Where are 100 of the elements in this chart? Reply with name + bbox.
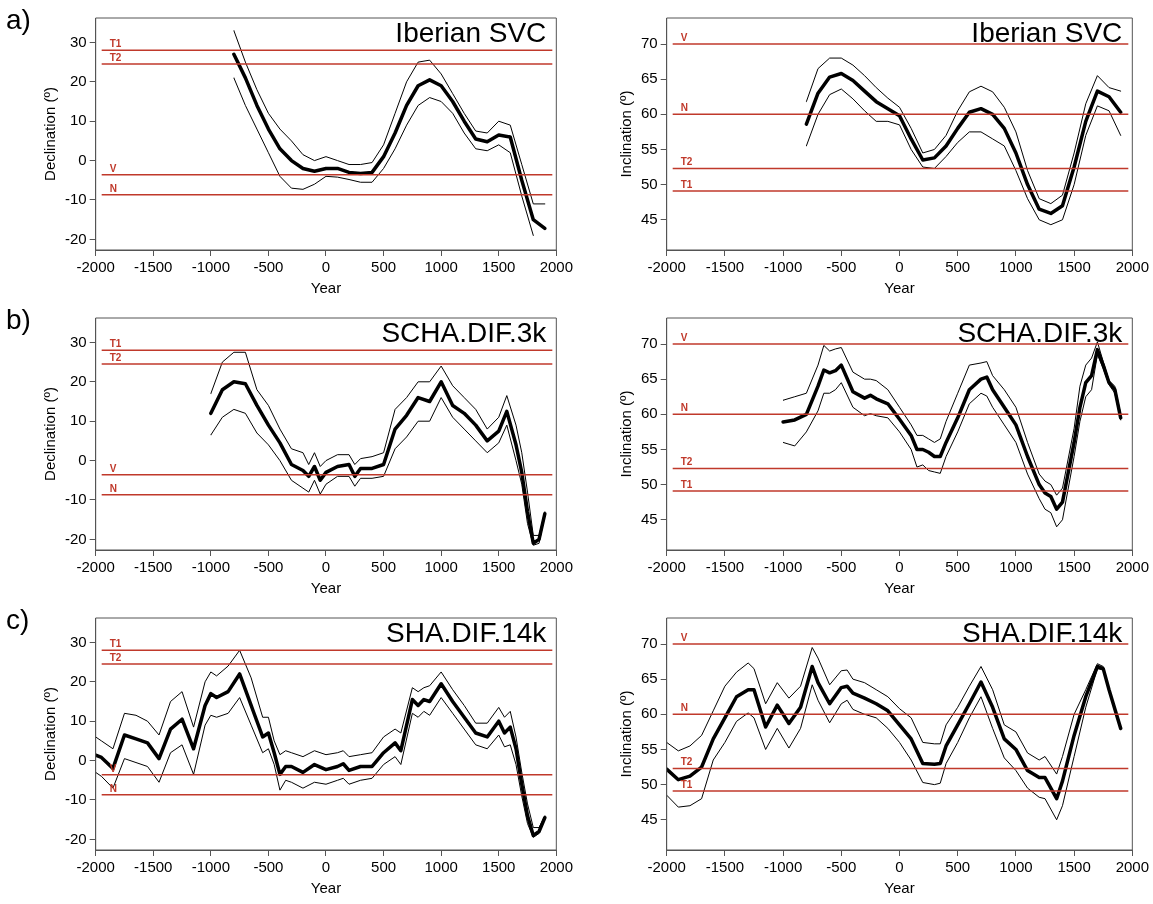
chart-title: Iberian SVC — [971, 16, 1123, 48]
y-axis-title: Declination (º) — [41, 687, 59, 781]
ref-line-label: T1 — [680, 478, 693, 490]
y-axis-title: Declination (º) — [41, 387, 59, 481]
x-tick-label: 1000 — [999, 258, 1033, 276]
chart-title: SCHA.DIF.3k — [957, 316, 1124, 348]
x-tick-label: 1000 — [999, 858, 1033, 876]
y-tick-label: 0 — [78, 750, 87, 768]
y-tick-label: 55 — [641, 139, 658, 157]
ref-line-label: T1 — [680, 178, 693, 190]
x-tick-label: 1000 — [424, 258, 458, 276]
x-tick-label: 1500 — [482, 258, 516, 276]
y-tick-label: 20 — [69, 671, 87, 689]
ref-line-label: N — [680, 102, 688, 114]
x-tick-label: 0 — [321, 858, 331, 876]
x-tick-label: 0 — [895, 258, 904, 276]
y-tick-label: 10 — [69, 411, 87, 429]
x-tick-label: -1000 — [763, 558, 803, 576]
x-tick-label: 2000 — [539, 558, 573, 576]
y-tick-label: 60 — [641, 704, 658, 722]
x-tick-label: 2000 — [1115, 858, 1149, 876]
x-tick-label: -500 — [253, 258, 284, 276]
x-axis-title: Year — [884, 579, 915, 597]
y-tick-label: 50 — [641, 474, 658, 492]
y-tick-label: 45 — [641, 509, 658, 527]
y-tick-label: 30 — [69, 32, 87, 50]
x-axis-title: Year — [884, 879, 915, 897]
ref-line-label: N — [109, 782, 117, 794]
x-axis-title: Year — [310, 579, 342, 597]
x-tick-label: -500 — [826, 258, 857, 276]
x-tick-label: 1500 — [1057, 858, 1091, 876]
x-tick-label: 500 — [945, 558, 971, 576]
ref-line-label: T1 — [680, 778, 693, 790]
x-tick-label: -500 — [826, 858, 857, 876]
y-tick-label: 70 — [641, 334, 658, 352]
x-tick-label: -1500 — [134, 558, 173, 576]
x-tick-label: -1000 — [763, 858, 803, 876]
y-tick-label: -20 — [64, 829, 87, 847]
x-tick-label: 1500 — [1057, 258, 1091, 276]
y-tick-label: 45 — [641, 809, 658, 827]
x-tick-label: 0 — [321, 558, 331, 576]
x-tick-label: -1500 — [134, 258, 173, 276]
x-tick-label: 2000 — [539, 258, 573, 276]
y-tick-label: 10 — [69, 711, 87, 729]
x-tick-label: 2000 — [1115, 258, 1149, 276]
y-tick-label: 65 — [641, 69, 658, 87]
ref-line-label: T2 — [680, 756, 693, 768]
x-tick-label: 1500 — [1057, 558, 1091, 576]
x-tick-label: 1000 — [424, 558, 458, 576]
chart-title: SHA.DIF.14k — [386, 616, 548, 648]
x-tick-label: -1500 — [705, 258, 745, 276]
y-tick-label: 50 — [641, 774, 658, 792]
text: a) — [6, 4, 31, 36]
ref-line-label: V — [109, 762, 117, 774]
ref-line-label: T1 — [109, 338, 122, 350]
y-tick-label: 0 — [78, 150, 87, 168]
x-tick-label: -1500 — [705, 558, 745, 576]
y-tick-label: 45 — [641, 209, 658, 227]
chart-title: SCHA.DIF.3k — [381, 316, 548, 348]
x-tick-label: -1000 — [191, 558, 231, 576]
y-axis-title: Declination (º) — [41, 87, 59, 181]
ref-line-label: N — [680, 402, 688, 414]
y-tick-label: -20 — [64, 229, 87, 247]
x-tick-label: -500 — [253, 558, 284, 576]
ref-line-label: T2 — [109, 651, 122, 663]
x-tick-label: 500 — [371, 858, 397, 876]
text: c) — [6, 604, 30, 636]
y-tick-label: 60 — [641, 404, 658, 422]
ref-line-label: N — [109, 482, 117, 494]
x-tick-label: -500 — [253, 858, 284, 876]
x-tick-label: -2000 — [647, 558, 686, 576]
x-tick-label: -1500 — [134, 858, 173, 876]
x-tick-label: 0 — [895, 858, 904, 876]
x-tick-label: 500 — [945, 858, 971, 876]
x-tick-label: 1000 — [999, 558, 1033, 576]
x-tick-label: -2000 — [76, 258, 115, 276]
x-tick-label: 2000 — [1115, 558, 1149, 576]
y-axis-title: Inclination (º) — [617, 90, 635, 178]
x-tick-label: 500 — [371, 558, 397, 576]
y-tick-label: 30 — [69, 332, 87, 350]
y-tick-label: 10 — [69, 111, 87, 129]
y-tick-label: 50 — [641, 174, 658, 192]
x-axis-title: Year — [884, 279, 915, 297]
y-tick-label: 55 — [641, 439, 658, 457]
ref-line-label: T2 — [680, 156, 693, 168]
x-tick-label: 1500 — [482, 858, 516, 876]
chart-title: Iberian SVC — [395, 16, 547, 48]
x-tick-label: 2000 — [539, 858, 573, 876]
y-tick-label: 70 — [641, 34, 658, 52]
y-axis-title: Inclination (º) — [617, 690, 635, 778]
x-tick-label: -1000 — [191, 258, 231, 276]
ref-line-label: V — [680, 31, 688, 43]
ref-line-label: N — [109, 182, 117, 194]
ref-line-label: V — [109, 162, 117, 174]
x-tick-label: 0 — [895, 558, 904, 576]
x-tick-label: -2000 — [76, 858, 115, 876]
x-tick-label: 500 — [371, 258, 397, 276]
y-tick-label: 60 — [641, 104, 658, 122]
text: b) — [6, 304, 31, 336]
y-tick-label: 70 — [641, 634, 658, 652]
